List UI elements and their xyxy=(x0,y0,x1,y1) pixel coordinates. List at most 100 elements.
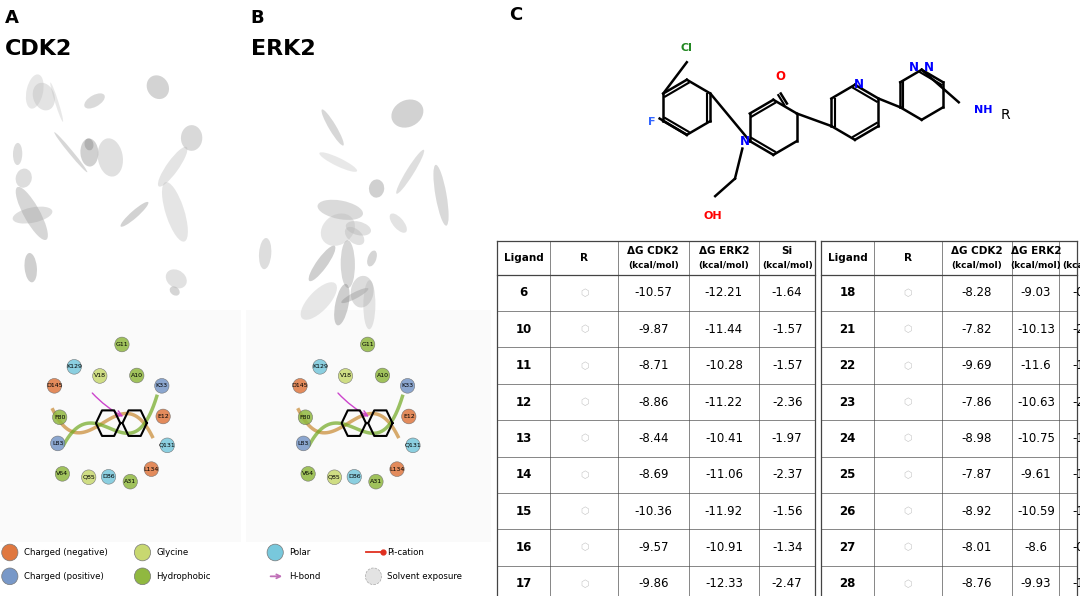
Ellipse shape xyxy=(346,221,370,235)
Text: -11.06: -11.06 xyxy=(705,468,743,481)
Text: Hydrophobic: Hydrophobic xyxy=(157,572,211,581)
Text: O: O xyxy=(775,70,786,83)
Ellipse shape xyxy=(158,147,188,187)
Text: -10.57: -10.57 xyxy=(634,287,672,299)
Bar xyxy=(553,277,616,309)
Text: D86: D86 xyxy=(348,474,361,479)
Text: -1.91: -1.91 xyxy=(1072,359,1080,372)
Ellipse shape xyxy=(123,474,137,489)
Text: 26: 26 xyxy=(839,505,855,517)
Ellipse shape xyxy=(402,409,416,424)
Text: -2.77: -2.77 xyxy=(1072,396,1080,408)
Ellipse shape xyxy=(181,125,202,151)
Text: -7.82: -7.82 xyxy=(962,323,993,336)
Ellipse shape xyxy=(390,213,407,233)
Text: R: R xyxy=(1001,108,1011,122)
Ellipse shape xyxy=(313,359,327,374)
Text: F80: F80 xyxy=(300,415,311,420)
Ellipse shape xyxy=(134,544,150,561)
Ellipse shape xyxy=(80,138,98,166)
Ellipse shape xyxy=(13,207,53,224)
Text: -8.92: -8.92 xyxy=(962,505,993,517)
Text: Q131: Q131 xyxy=(159,443,176,448)
Ellipse shape xyxy=(32,83,55,110)
Ellipse shape xyxy=(121,202,148,226)
Text: -9.57: -9.57 xyxy=(638,541,669,554)
Text: -10.41: -10.41 xyxy=(705,432,743,445)
Bar xyxy=(553,386,616,418)
Ellipse shape xyxy=(367,250,377,266)
Text: N: N xyxy=(740,135,750,148)
Text: ΔG ERK2: ΔG ERK2 xyxy=(1011,246,1062,256)
Text: -10.59: -10.59 xyxy=(1017,505,1055,517)
Text: -11.6: -11.6 xyxy=(1021,359,1051,372)
Text: Glycine: Glycine xyxy=(157,548,189,557)
Ellipse shape xyxy=(26,74,43,108)
Text: -11.22: -11.22 xyxy=(705,396,743,408)
Bar xyxy=(0,310,241,542)
Text: D86: D86 xyxy=(103,474,114,479)
Bar xyxy=(876,459,940,491)
Text: G11: G11 xyxy=(116,342,129,347)
Text: ⬡: ⬡ xyxy=(580,288,589,298)
Text: R: R xyxy=(580,253,589,263)
Text: 16: 16 xyxy=(515,541,532,554)
Text: -1.57: -1.57 xyxy=(772,323,802,336)
Text: V18: V18 xyxy=(339,374,351,378)
Ellipse shape xyxy=(318,200,363,220)
Ellipse shape xyxy=(298,410,312,424)
Ellipse shape xyxy=(320,153,357,172)
Text: A: A xyxy=(5,9,18,27)
Ellipse shape xyxy=(390,462,404,477)
Text: 23: 23 xyxy=(839,396,855,408)
Text: V18: V18 xyxy=(94,374,106,378)
Text: A31: A31 xyxy=(369,479,382,484)
Text: -2.36: -2.36 xyxy=(772,396,802,408)
Text: G11: G11 xyxy=(362,342,374,347)
Ellipse shape xyxy=(147,75,170,99)
Text: A31: A31 xyxy=(124,479,136,484)
Text: -10.75: -10.75 xyxy=(1017,432,1055,445)
Text: CDK2: CDK2 xyxy=(5,39,72,59)
Ellipse shape xyxy=(293,378,308,393)
Text: -2.31: -2.31 xyxy=(1072,323,1080,336)
Text: Q131: Q131 xyxy=(405,443,421,448)
Text: ⬡: ⬡ xyxy=(580,324,589,334)
Ellipse shape xyxy=(368,474,383,489)
Text: -9.93: -9.93 xyxy=(1021,578,1051,590)
Text: ⬡: ⬡ xyxy=(904,288,913,298)
Text: -11.44: -11.44 xyxy=(705,323,743,336)
Text: Ligand: Ligand xyxy=(827,253,867,263)
Ellipse shape xyxy=(102,470,116,484)
Text: L83: L83 xyxy=(52,441,64,446)
Ellipse shape xyxy=(114,337,130,352)
Text: 25: 25 xyxy=(839,468,855,481)
Ellipse shape xyxy=(54,132,87,172)
Text: D145: D145 xyxy=(46,383,63,389)
Ellipse shape xyxy=(267,544,283,561)
Text: -1.56: -1.56 xyxy=(772,505,802,517)
Ellipse shape xyxy=(369,179,384,198)
Text: V64: V64 xyxy=(302,471,314,476)
Ellipse shape xyxy=(53,410,67,424)
Text: -10.28: -10.28 xyxy=(705,359,743,372)
Text: -8.28: -8.28 xyxy=(962,287,993,299)
Bar xyxy=(876,568,940,596)
Ellipse shape xyxy=(347,470,362,484)
Ellipse shape xyxy=(160,438,175,453)
Text: 18: 18 xyxy=(839,287,855,299)
Text: -7.86: -7.86 xyxy=(962,396,993,408)
Text: K33: K33 xyxy=(402,383,414,389)
Text: B: B xyxy=(251,9,265,27)
Text: 22: 22 xyxy=(839,359,855,372)
Bar xyxy=(876,313,940,345)
Ellipse shape xyxy=(165,269,187,288)
Text: Q85: Q85 xyxy=(82,475,95,480)
Text: Si: Si xyxy=(782,246,793,256)
Text: H-bond: H-bond xyxy=(289,572,321,581)
Text: ⬡: ⬡ xyxy=(580,470,589,480)
Ellipse shape xyxy=(321,213,355,246)
Text: 14: 14 xyxy=(515,468,532,481)
Text: L134: L134 xyxy=(144,467,159,471)
Text: 21: 21 xyxy=(839,323,855,336)
